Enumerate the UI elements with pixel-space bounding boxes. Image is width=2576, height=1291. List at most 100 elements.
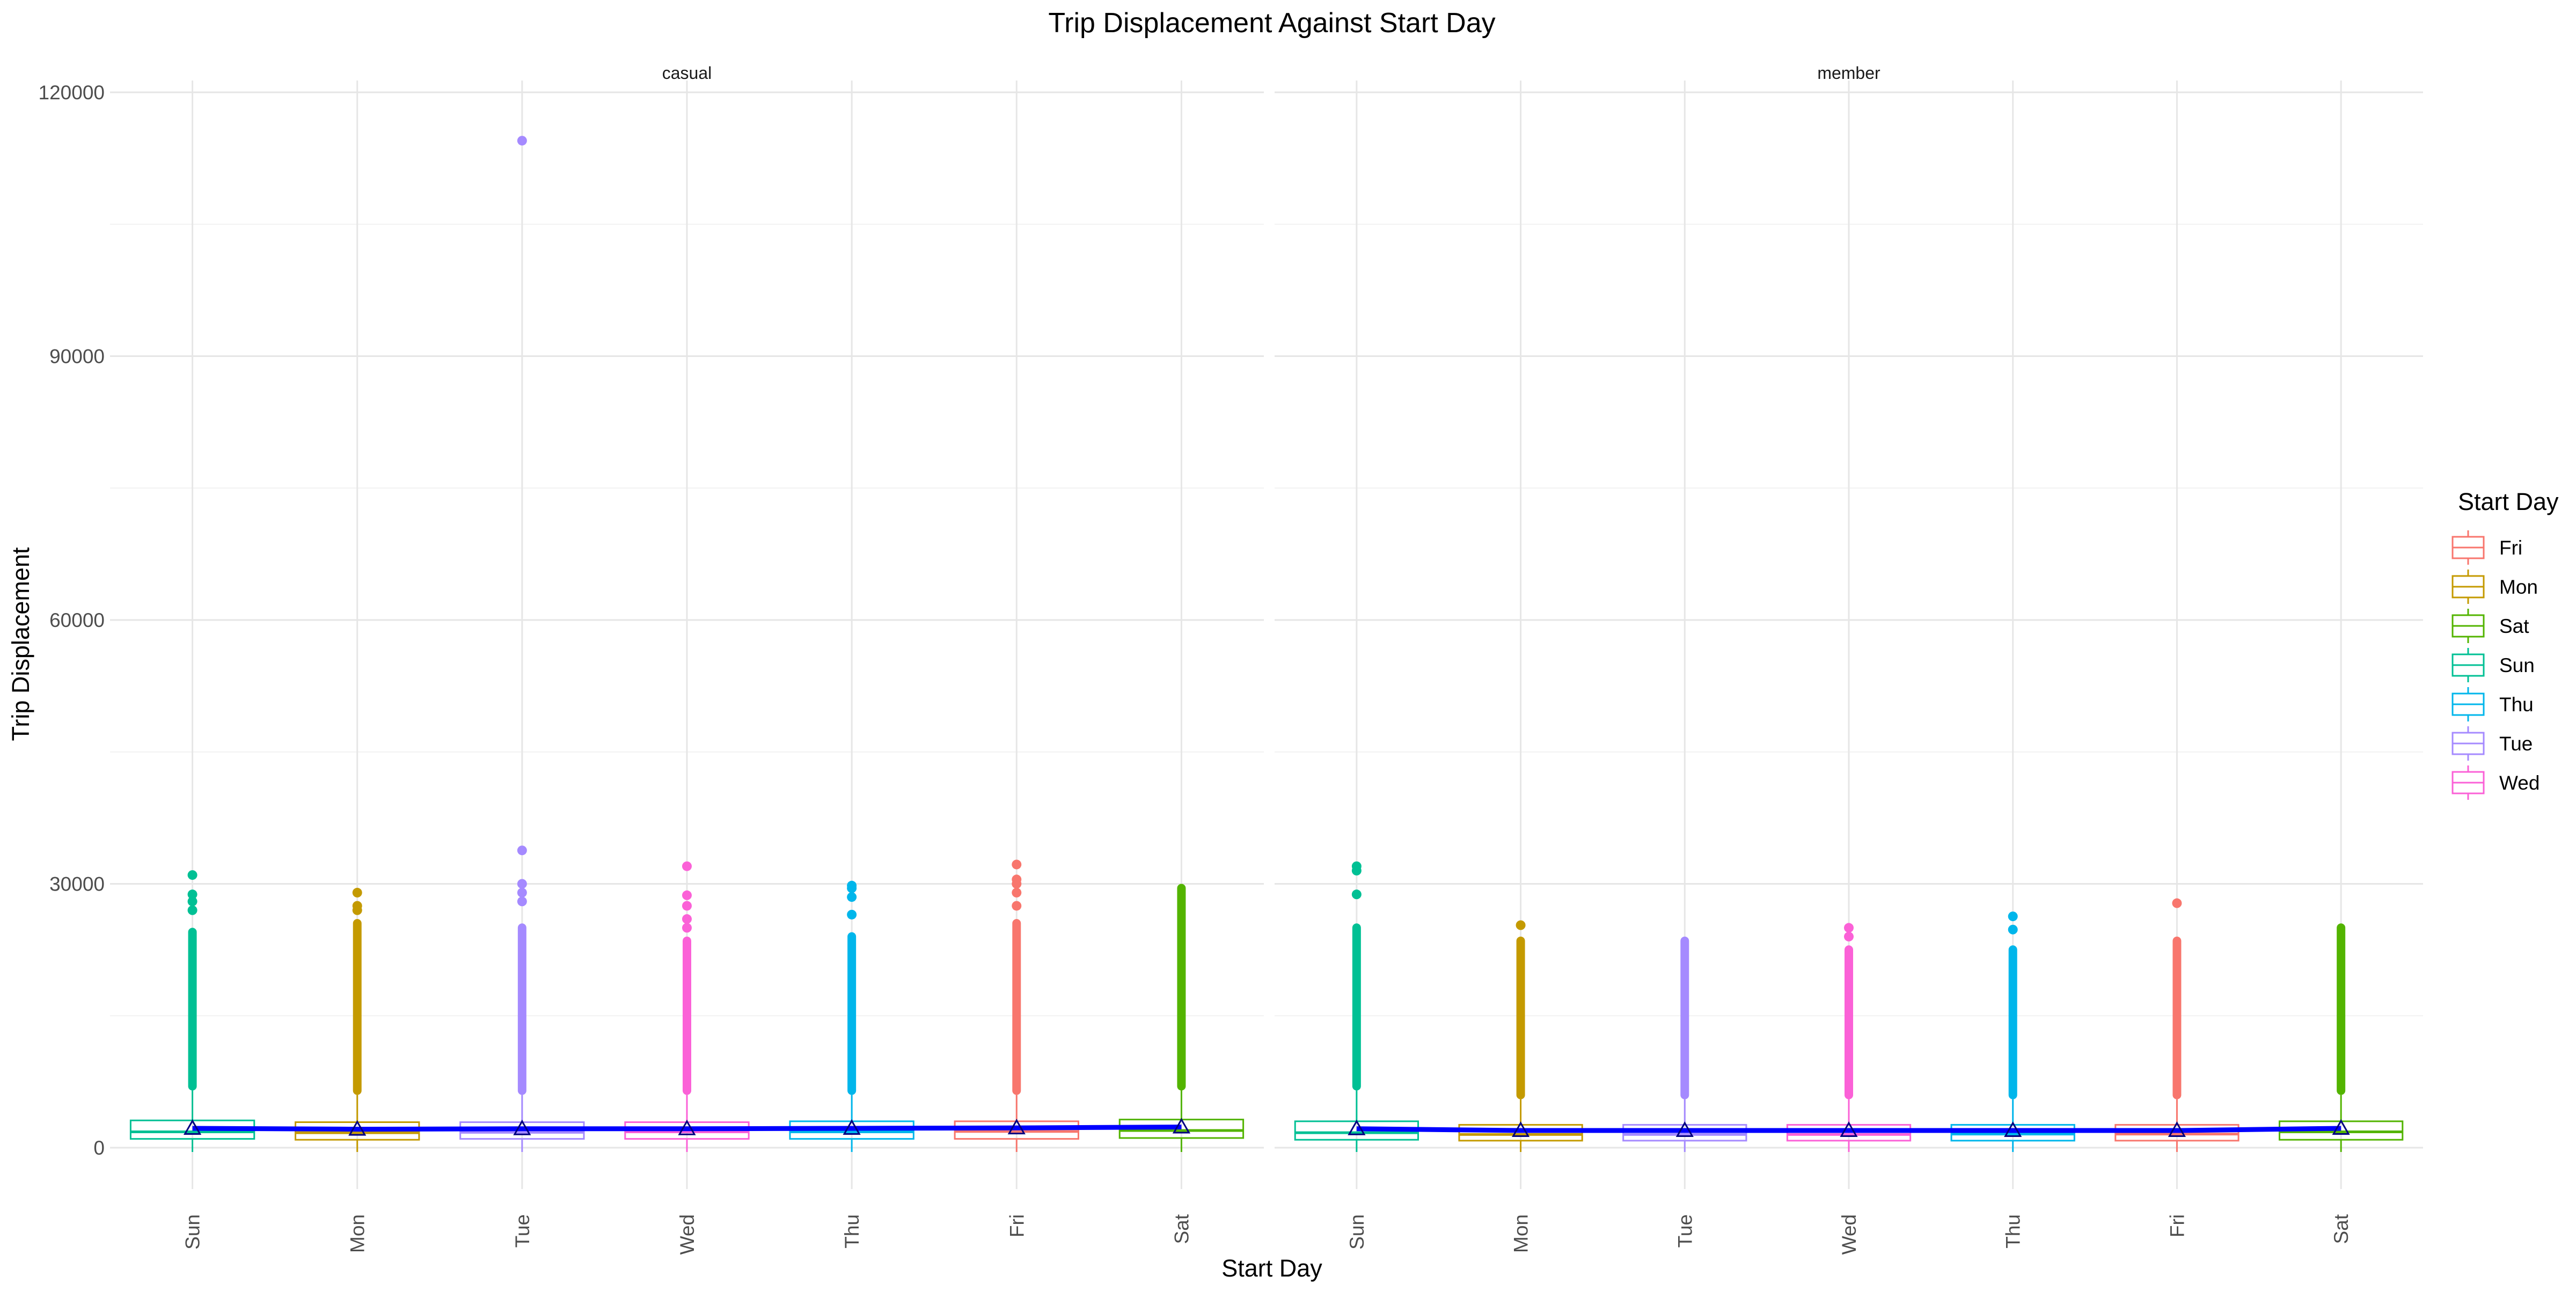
x-tick-label: Mon: [1510, 1214, 1532, 1253]
legend: Start Day Fri Mon Sat Sun Thu Tue Wed: [2451, 488, 2559, 800]
outlier-band: [1516, 936, 1525, 1099]
box-sat: [2279, 923, 2404, 1152]
mean-marker: [678, 1119, 696, 1135]
outlier-point: [847, 909, 857, 920]
x-tick-label: Tue: [1674, 1214, 1696, 1248]
mean-marker: [1172, 1118, 1191, 1134]
box-tue: [459, 136, 585, 1152]
outlier-point: [187, 896, 197, 907]
legend-label: Sun: [2499, 654, 2535, 676]
outlier-band: [353, 919, 362, 1095]
outlier-band: [517, 923, 526, 1095]
mean-marker: [2332, 1119, 2350, 1135]
legend-label: Wed: [2499, 772, 2540, 794]
panels: casual 0 30000 60000 90000 120000 Sun Mon Tue Wed…: [39, 63, 2423, 1254]
box-wed: [624, 861, 750, 1152]
outlier-point: [1351, 861, 1362, 871]
y-tick-label: 30000: [49, 873, 105, 895]
legend-item-sun: Sun: [2451, 648, 2535, 682]
outlier-band: [2337, 923, 2346, 1095]
box-fri: [954, 859, 1079, 1152]
outlier-point: [352, 887, 362, 898]
x-tick-label: Sun: [182, 1214, 204, 1250]
x-tick-label: Wed: [676, 1214, 698, 1254]
legend-label: Sat: [2499, 615, 2529, 637]
x-tick-label: Tue: [511, 1214, 533, 1248]
panel-member: member Sun Mon Tue Wed Thu Fri Sat: [1275, 63, 2423, 1254]
y-axis-title: Trip Displacement: [7, 547, 34, 741]
outlier-point: [1516, 920, 1526, 930]
y-tick-label: 120000: [39, 82, 105, 104]
legend-item-thu: Thu: [2451, 687, 2534, 721]
box-tue: [1622, 936, 1747, 1152]
box-mon: [1458, 920, 1583, 1152]
x-tick-label: Sat: [2330, 1214, 2352, 1244]
facet-label: casual: [662, 63, 712, 83]
outlier-point: [1012, 887, 1022, 898]
outlier-band: [1680, 936, 1689, 1099]
mean-marker: [348, 1120, 367, 1136]
outlier-band: [2008, 945, 2017, 1099]
outlier-band: [1352, 923, 1361, 1091]
legend-title: Start Day: [2458, 488, 2559, 515]
outlier-point: [1012, 901, 1022, 911]
outlier-band: [1012, 919, 1021, 1095]
outlier-point: [1844, 923, 1854, 933]
legend-label: Tue: [2499, 733, 2533, 755]
x-tick-label: Sat: [1170, 1214, 1192, 1244]
legend-item-wed: Wed: [2451, 765, 2540, 800]
legend-label: Fri: [2499, 537, 2522, 559]
legend-item-fri: Fri: [2451, 530, 2522, 565]
box-sun: [129, 870, 255, 1152]
facet-label: member: [1817, 63, 1880, 83]
mean-marker: [1511, 1121, 1530, 1137]
mean-marker: [513, 1119, 531, 1135]
outlier-point: [847, 892, 857, 902]
legend-item-tue: Tue: [2451, 726, 2533, 761]
mean-marker: [1348, 1119, 1366, 1135]
outlier-point: [682, 861, 692, 871]
y-tick-label: 90000: [49, 346, 105, 368]
panel-casual: casual 0 30000 60000 90000 120000 Sun Mon Tue Wed…: [39, 63, 1264, 1254]
mean-marker: [843, 1119, 861, 1135]
outlier-point: [187, 905, 197, 915]
outlier-point: [352, 901, 362, 911]
mean-marker: [183, 1119, 202, 1135]
mean-marker: [1007, 1119, 1026, 1135]
outlier-point: [187, 889, 197, 900]
box-sat: [1118, 884, 1245, 1152]
outlier-point: [847, 880, 857, 891]
outlier-point: [682, 923, 692, 933]
outlier-point: [2008, 924, 2018, 935]
outlier-point: [1351, 889, 1362, 900]
outlier-point: [1012, 859, 1022, 870]
x-tick-label: Fri: [1006, 1214, 1028, 1237]
outlier-band: [188, 928, 197, 1091]
outlier-point: [682, 890, 692, 900]
x-tick-label: Fri: [2166, 1214, 2188, 1237]
x-tick-label: Thu: [2002, 1214, 2024, 1249]
mean-marker: [2168, 1121, 2186, 1137]
mean-line: [192, 1124, 1182, 1132]
x-tick-label: Wed: [1838, 1214, 1860, 1254]
outlier-point: [517, 887, 527, 898]
outlier-point: [517, 896, 527, 907]
outlier-point: [1012, 874, 1022, 885]
x-tick-label: Thu: [841, 1214, 863, 1249]
box-mon: [295, 887, 420, 1152]
mean-marker: [1675, 1121, 1694, 1137]
outlier-point: [2008, 911, 2018, 922]
outlier-point: [682, 901, 692, 911]
x-tick-label: Mon: [347, 1214, 369, 1253]
mean-marker: [1840, 1121, 1858, 1137]
legend-item-sat: Sat: [2451, 609, 2529, 643]
chart-title: Trip Displacement Against Start Day: [1048, 8, 1495, 39]
legend-label: Thu: [2499, 694, 2534, 716]
outlier-point: [2172, 898, 2182, 908]
legend-item-mon: Mon: [2451, 570, 2538, 604]
outlier-band: [847, 932, 857, 1095]
x-axis-title: Start Day: [1221, 1254, 1322, 1282]
outlier-point: [517, 879, 527, 889]
